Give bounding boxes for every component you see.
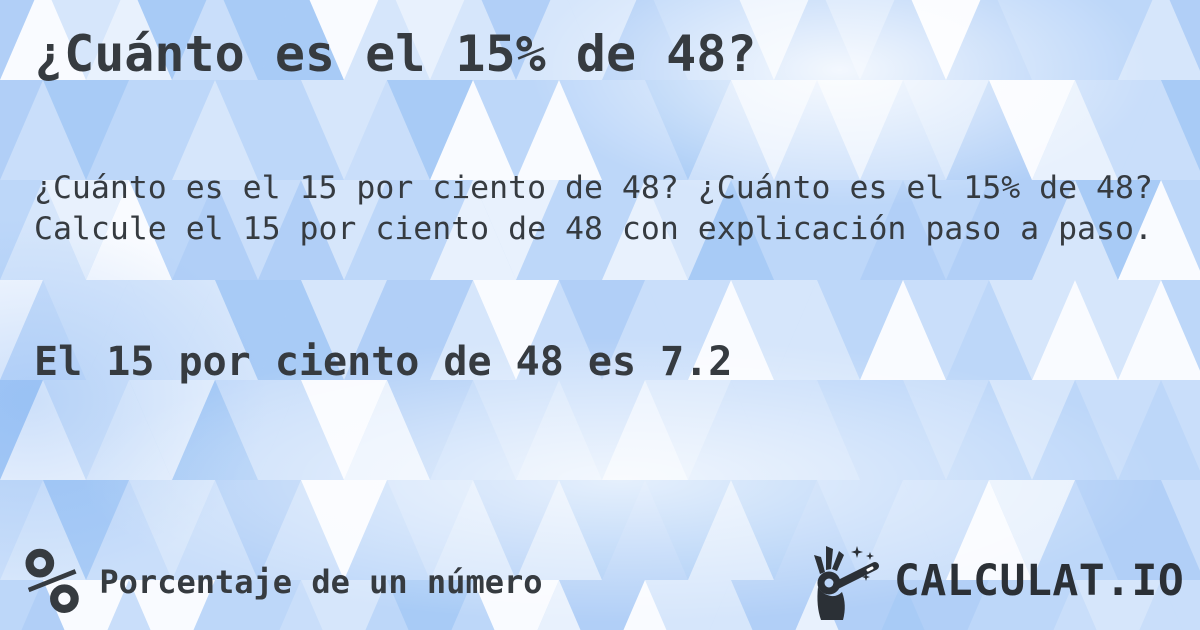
description-paragraph: ¿Cuánto es el 15 por ciento de 48? ¿Cuán… — [34, 168, 1153, 249]
percent-icon: % — [24, 528, 80, 630]
category-label: Porcentaje de un número — [99, 563, 543, 601]
description-line-1: ¿Cuánto es el 15 por ciento de 48? ¿Cuán… — [34, 170, 1153, 206]
category-badge: % Porcentaje de un número — [24, 528, 543, 630]
calculatio-logo: CALCULAT.IO — [812, 542, 1184, 620]
description-line-2: Calcule el 15 por ciento de 48 con expli… — [34, 210, 1153, 247]
page-title: ¿Cuánto es el 15% de 48? — [34, 25, 757, 83]
logo-text: CALCULAT.IO — [894, 556, 1185, 606]
answer-text: El 15 por ciento de 48 es 7.2 — [34, 339, 733, 385]
magic-wand-hand-icon — [814, 546, 879, 620]
